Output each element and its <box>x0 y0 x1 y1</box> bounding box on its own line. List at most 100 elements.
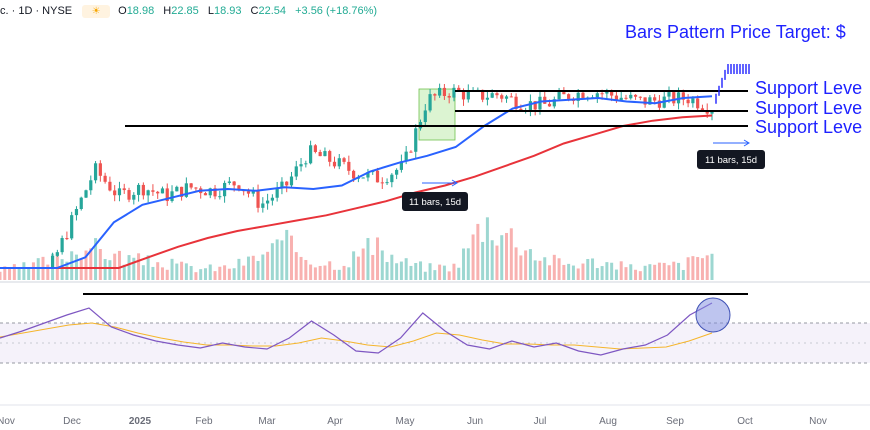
support-label-2[interactable]: Support Leve <box>755 98 862 118</box>
rsi-highlight-circle[interactable] <box>695 297 731 333</box>
volume-bar <box>376 237 380 280</box>
volume-bar <box>657 262 661 280</box>
volume-bar <box>557 258 561 280</box>
bars-count-box-2[interactable]: 11 bars, 15d <box>697 150 765 169</box>
high-value: 22.85 <box>171 5 199 17</box>
volume-bar <box>323 265 327 280</box>
volume-bar <box>266 251 270 280</box>
volume-bar <box>0 271 2 280</box>
candle-body <box>156 191 160 194</box>
volume-bar <box>619 261 623 280</box>
volume-bar <box>160 267 164 280</box>
candle-body <box>227 181 231 183</box>
candle-body <box>390 174 394 183</box>
volume-bar <box>414 262 418 280</box>
candle-body <box>189 183 193 188</box>
candle-body <box>127 190 131 200</box>
candle-body <box>79 197 83 210</box>
candle-body <box>275 188 279 198</box>
fast-moving-average-line <box>0 95 713 269</box>
volume-bar <box>151 266 155 280</box>
volume-bar <box>485 217 489 280</box>
candle-body <box>70 215 74 239</box>
candle-body <box>643 97 647 105</box>
volume-bar <box>447 271 451 280</box>
volume-bars <box>0 217 714 280</box>
volume-bar <box>433 270 437 280</box>
volume-bar <box>237 258 241 280</box>
candle-body <box>500 95 504 99</box>
candle-body <box>614 95 619 100</box>
volume-bar <box>194 272 198 280</box>
volume-bar <box>108 260 112 280</box>
low-value: 18.93 <box>213 5 242 17</box>
volume-bar <box>390 254 394 280</box>
volume-bar <box>548 265 552 280</box>
sun-icon[interactable]: ☀ <box>82 4 111 18</box>
x-tick-label: Apr <box>327 416 343 427</box>
candle-body <box>653 97 657 101</box>
volume-bar <box>562 264 566 280</box>
volume-bar <box>117 250 121 280</box>
candle-body <box>74 209 79 216</box>
volume-bar <box>648 264 652 280</box>
candle-body <box>414 128 418 152</box>
ohlc-readout: O18.98 H22.85 L18.93 C22.54 +3.56 (+18.7… <box>118 5 383 17</box>
volume-bar <box>634 269 638 280</box>
volume-bar <box>227 268 231 280</box>
candle-body <box>676 92 681 104</box>
candle-body <box>213 188 217 197</box>
bars-pattern-projection[interactable] <box>715 64 750 104</box>
volume-bar <box>610 262 614 280</box>
x-tick-label: Nov <box>0 416 15 427</box>
volume-bar <box>137 253 141 280</box>
volume-bar <box>356 256 360 280</box>
x-tick-label: Aug <box>599 416 617 427</box>
candle-body <box>557 92 561 100</box>
volume-bar <box>309 264 313 280</box>
x-tick-label: Mar <box>258 416 276 427</box>
volume-bar <box>342 265 346 280</box>
volume-bar <box>294 252 298 280</box>
candle-body <box>122 188 126 191</box>
support-label-1[interactable]: Support Leve <box>755 78 862 98</box>
candle-body <box>638 96 642 98</box>
support-label-3[interactable]: Support Leve <box>755 117 862 137</box>
candle-body <box>280 181 284 189</box>
volume-bar <box>409 265 413 280</box>
candle-body <box>261 203 265 208</box>
candle-body <box>270 197 274 201</box>
volume-bar <box>710 253 714 280</box>
volume-bar <box>495 245 499 280</box>
candle-body <box>146 190 150 196</box>
volume-bar <box>347 267 351 280</box>
volume-bar <box>3 266 7 280</box>
candle-body <box>103 175 107 182</box>
candle-body <box>93 163 98 181</box>
candle-body <box>576 92 580 101</box>
volume-bar <box>366 238 370 280</box>
x-tick-label: May <box>396 416 415 427</box>
volume-bar <box>246 256 250 280</box>
candle-body <box>265 200 270 204</box>
candle-body <box>595 93 599 98</box>
volume-bar <box>691 256 695 280</box>
volume-bar <box>89 248 93 280</box>
price-target-label[interactable]: Bars Pattern Price Target: $ <box>625 22 846 42</box>
candle-body <box>423 110 427 123</box>
symbol-label[interactable]: c. · 1D · NYSE <box>0 5 73 17</box>
candle-body <box>481 89 485 100</box>
x-axis: Nov Dec 2025 Feb Mar Apr May Jun Jul Aug Sep Oct Nov <box>0 416 827 427</box>
slow-moving-average-line <box>0 114 713 269</box>
volume-bar <box>528 249 532 280</box>
candle-body <box>132 194 136 200</box>
volume-bar <box>289 235 293 280</box>
candle-body <box>289 176 294 186</box>
volume-bar <box>481 241 485 280</box>
volume-bar <box>686 257 690 280</box>
volume-bar <box>476 223 480 280</box>
volume-bar <box>146 255 150 280</box>
candle-body <box>657 100 662 108</box>
bars-count-box-1[interactable]: 11 bars, 15d <box>402 192 468 211</box>
